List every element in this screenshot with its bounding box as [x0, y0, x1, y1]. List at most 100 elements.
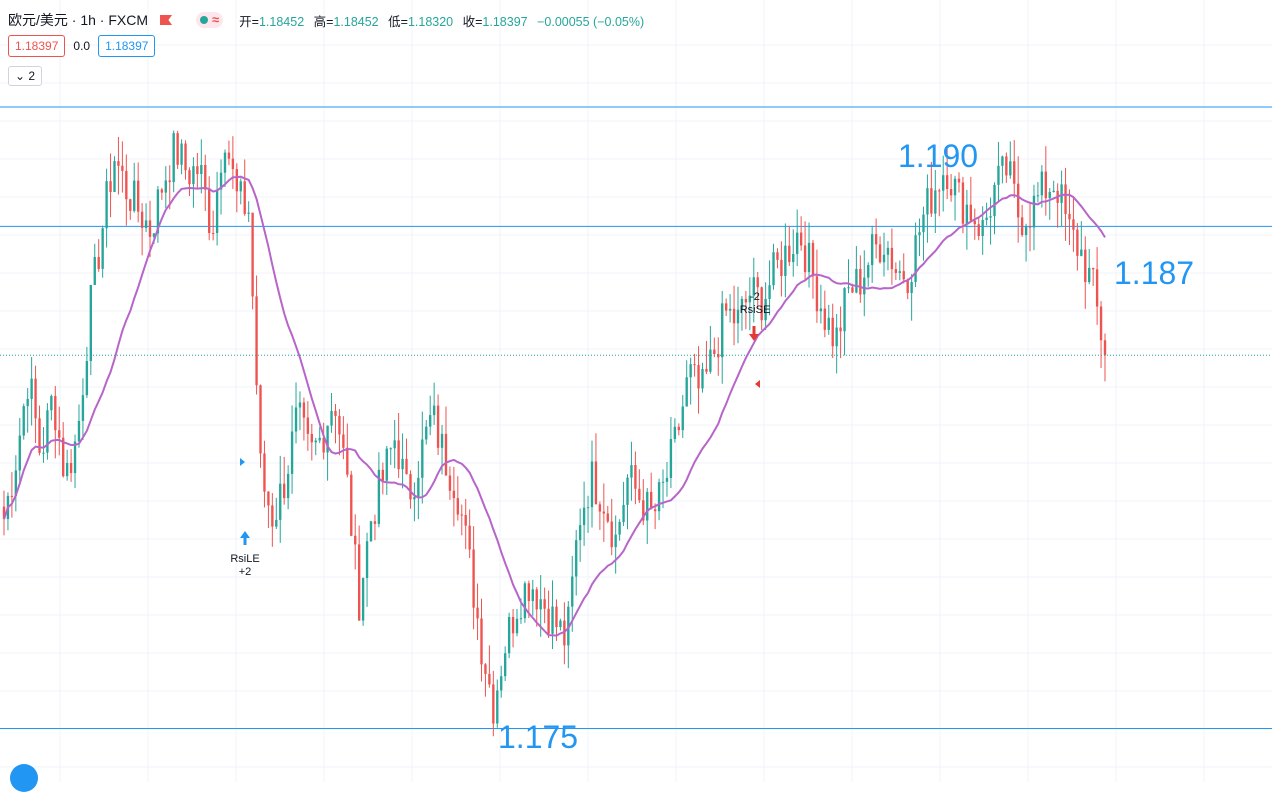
signal-markers — [240, 326, 760, 545]
candle-body — [251, 212, 254, 297]
candle-body — [480, 618, 483, 665]
candle-body — [500, 676, 503, 691]
market-status-pill[interactable]: ≈ — [196, 12, 224, 28]
candle-body — [878, 244, 882, 263]
sell-button[interactable]: 1.18397 — [8, 35, 66, 57]
symbol-title[interactable]: 欧元/美元 · 1h · FXCM — [8, 12, 149, 28]
candle-body — [606, 513, 609, 522]
candle-body — [18, 435, 21, 471]
candle-body — [598, 504, 602, 512]
candle-body — [432, 405, 436, 416]
candle-body — [227, 152, 231, 159]
candle-body — [969, 204, 973, 221]
candle-body — [555, 606, 558, 628]
candle-body — [50, 395, 53, 411]
candle-body — [736, 309, 740, 324]
candle-body — [594, 461, 598, 505]
candle-body — [93, 257, 96, 285]
flag-icon[interactable] — [160, 15, 173, 25]
candle-body — [835, 327, 838, 347]
candle-body — [1091, 267, 1095, 270]
candle-body — [1013, 161, 1016, 184]
candle-body — [989, 216, 992, 218]
candle-body — [1028, 226, 1032, 228]
candle-body — [263, 453, 266, 492]
candle-body — [180, 143, 183, 165]
candle-body — [870, 234, 874, 266]
candle-body — [121, 165, 124, 171]
buy-button[interactable]: 1.18397 — [98, 35, 156, 57]
candle-body — [476, 607, 479, 619]
candle-body — [2, 506, 6, 520]
tradingview-logo-icon[interactable] — [10, 764, 38, 792]
candle-body — [922, 214, 925, 233]
candle-body — [1088, 267, 1091, 283]
candle-body — [389, 448, 392, 450]
candle-body — [401, 458, 404, 470]
rsi-long-qty: +2 — [238, 566, 252, 578]
candle-body — [30, 378, 33, 399]
candle-body — [717, 354, 720, 358]
candle-body — [1095, 269, 1099, 307]
candle-body — [685, 377, 688, 407]
level-label-1187: 1.187 — [1114, 255, 1195, 291]
candle-body — [721, 303, 724, 358]
candle-body — [772, 252, 775, 286]
candle-body — [918, 232, 921, 236]
candle-body — [338, 415, 341, 435]
candle-body — [405, 458, 408, 475]
candle-body — [673, 426, 677, 440]
candle-body — [622, 504, 625, 522]
candle-body — [373, 521, 377, 524]
candle-body — [440, 433, 444, 448]
candle-body — [776, 252, 779, 260]
candle-body — [724, 303, 728, 311]
candle-body — [322, 437, 325, 453]
candle-body — [788, 245, 791, 263]
candle-body — [571, 576, 574, 607]
candle-body — [934, 190, 937, 214]
candle-body — [965, 204, 969, 224]
candle-body — [827, 317, 830, 330]
candle-body — [81, 395, 85, 421]
rsi-long-name: RsiLE — [230, 553, 260, 565]
candle-body — [523, 583, 527, 619]
candle-body — [10, 495, 14, 497]
candle-body — [1040, 171, 1044, 196]
candle-body — [886, 247, 890, 255]
candle-body — [105, 181, 108, 229]
ohlc-values: 开=1.18452 高=1.18452 低=1.18320 收=1.18397 … — [239, 11, 650, 30]
candle-body — [993, 184, 996, 217]
candle-body — [286, 473, 290, 499]
candle-body — [302, 402, 306, 418]
candle-body — [148, 220, 152, 237]
candle-body — [657, 482, 661, 512]
candle-body — [784, 245, 787, 277]
candle-body — [200, 164, 203, 174]
candle-body — [255, 296, 258, 386]
candle-body — [689, 364, 692, 378]
close-value: 1.18397 — [482, 14, 528, 29]
candle-body — [492, 684, 495, 724]
candle-body — [54, 395, 57, 431]
candle-body — [472, 549, 475, 608]
candle-body — [1016, 183, 1020, 218]
candle-body — [73, 441, 77, 474]
horizontal-levels[interactable] — [0, 106, 1272, 729]
trade-buttons: 1.18397 0.0 1.18397 — [8, 35, 156, 57]
candle-body — [792, 254, 795, 263]
candle-body — [164, 180, 167, 193]
candle-body — [973, 220, 976, 225]
candle-body — [1009, 161, 1012, 176]
candle-body — [780, 259, 783, 277]
close-label: 收= — [462, 14, 483, 29]
candle-body — [839, 327, 842, 332]
candle-body — [381, 469, 385, 481]
candle-body — [823, 308, 827, 330]
candle-body — [42, 452, 45, 454]
candle-body — [140, 211, 144, 228]
open-label: 开= — [239, 14, 259, 29]
candle-body — [882, 254, 886, 263]
indicators-toggle-button[interactable]: ⌄ 2 — [8, 66, 43, 86]
